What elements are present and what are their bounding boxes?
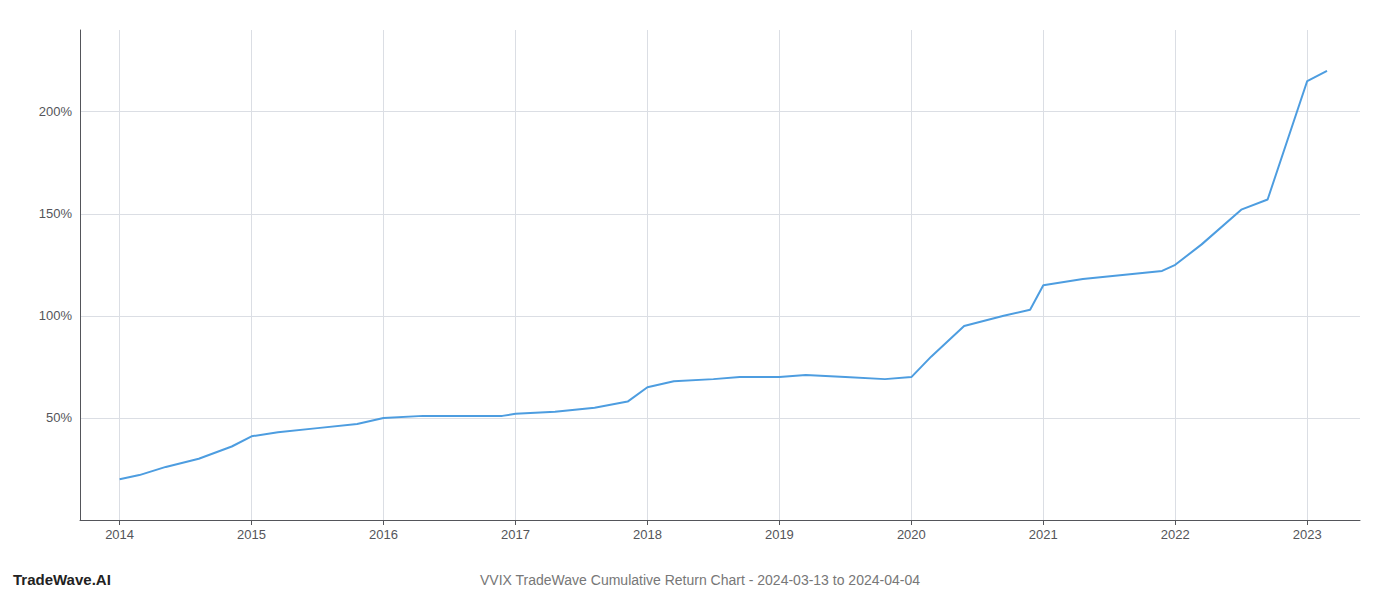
svg-text:50%: 50% (46, 410, 72, 425)
svg-text:100%: 100% (39, 308, 73, 323)
svg-text:VVIX TradeWave Cumulative Retu: VVIX TradeWave Cumulative Return Chart -… (480, 572, 920, 588)
svg-text:2015: 2015 (237, 527, 266, 542)
svg-text:200%: 200% (39, 104, 73, 119)
svg-text:2020: 2020 (897, 527, 926, 542)
svg-text:2017: 2017 (501, 527, 530, 542)
svg-text:2014: 2014 (105, 527, 134, 542)
svg-text:TradeWave.AI: TradeWave.AI (13, 571, 111, 588)
svg-text:2016: 2016 (369, 527, 398, 542)
svg-text:2021: 2021 (1029, 527, 1058, 542)
svg-text:2023: 2023 (1293, 527, 1322, 542)
svg-text:2022: 2022 (1161, 527, 1190, 542)
svg-text:150%: 150% (39, 206, 73, 221)
svg-text:2018: 2018 (633, 527, 662, 542)
svg-text:2019: 2019 (765, 527, 794, 542)
